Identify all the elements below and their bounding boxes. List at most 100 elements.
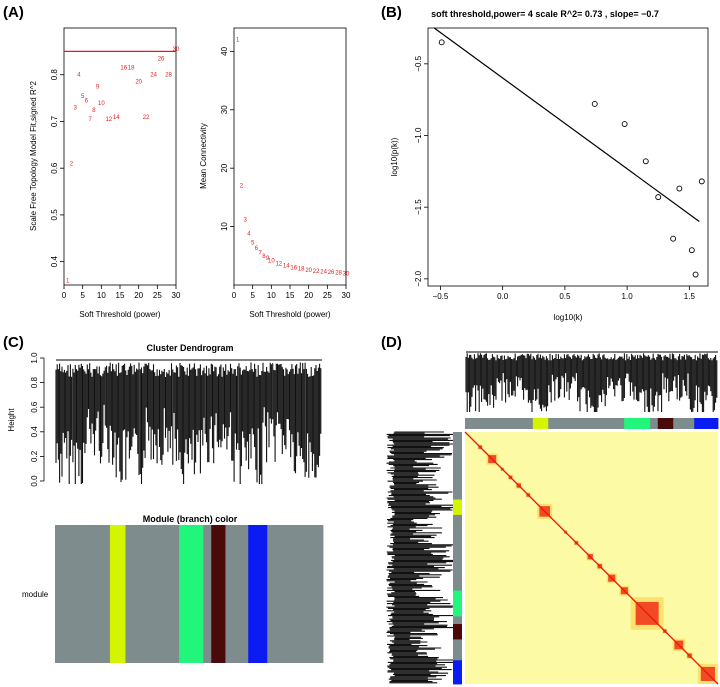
point-label: 5 [251,240,255,246]
point-label: 10 [98,101,105,107]
module-color-segment [203,525,212,663]
x-tick-label: 20 [134,291,143,300]
x-tick-label: 10 [97,291,106,300]
x-tick-label: 25 [323,291,332,300]
color-bar-title-c: Module (branch) color [143,514,238,524]
point-label: 10 [268,258,275,264]
point-label: 16 [120,66,127,72]
ylabel-a-left: Scale Free Topology Model Fit,signed R^2 [29,80,38,230]
point-label: 14 [113,115,120,121]
y-tick-label: 0.6 [50,162,59,174]
point-label: 24 [150,73,157,79]
y-tick-label: 40 [220,46,229,55]
point-label: 26 [328,270,335,276]
points-b [438,39,705,278]
data-point [670,235,677,242]
data-point [688,247,695,254]
y-tick-label: 1.0 [30,352,39,364]
x-tick-label: 15 [116,291,125,300]
x-tick-label: 1.5 [684,292,696,301]
y-tick-label: −0.5 [414,55,423,71]
axis-ticks-a-left: 0 5 10 15 20 25 300.40.50.60.70.8 [50,69,181,300]
axis-ticks-c: 0.0 0.2 0.4 0.6 0.8 1.0 [30,352,44,487]
y-tick-label: 0.4 [50,256,59,268]
top-module-bar [465,418,719,429]
point-label: 12 [105,117,112,123]
point-label: 20 [135,80,142,86]
point-label: 4 [247,232,251,238]
top-module-segment [532,418,549,429]
x-tick-label: 25 [153,291,162,300]
y-tick-label: 0.7 [50,115,59,127]
top-module-segment [657,418,674,429]
point-label: 2 [240,184,244,190]
point-label: 8 [92,108,96,114]
panel-label-b: (B) [381,4,402,21]
data-point [676,185,683,192]
point-label: 18 [298,267,305,273]
y-tick-label: −2.0 [414,270,423,286]
point-label: 30 [343,271,350,277]
xlabel-b: log10(k) [554,313,583,322]
y-tick-label: 10 [220,222,229,231]
x-tick-label: 0.0 [497,292,509,301]
top-module-segment [465,418,534,429]
y-tick-label: −1.5 [414,199,423,215]
left-module-segment [453,432,462,500]
point-label: 16 [290,265,297,271]
data-point [698,178,705,185]
top-module-segment [694,418,719,429]
x-tick-label: 0 [62,291,67,300]
point-label: 4 [77,73,81,79]
dendro-d-top-leaves [465,353,718,412]
point-label: 5 [81,94,85,100]
ylabel-b: log10(p(k)) [390,137,399,176]
fit-line-b [433,27,700,222]
dendro-d-left-leaves [386,431,455,684]
module-color-segment [211,525,226,663]
point-label: 20 [305,268,312,274]
y-tick-label: 30 [220,105,229,114]
panel-label-d: (D) [381,334,402,351]
plot-frame-b [427,27,709,287]
point-label: 30 [173,47,180,53]
heatmap-diagonal [464,431,719,685]
panel-b: soft threshold,power= 4 scale R^2= 0.73 … [390,9,709,322]
top-dendrogram-d [465,351,718,412]
point-label: 9 [96,84,100,90]
point-label: 6 [85,98,89,104]
data-point [591,101,598,107]
x-tick-label: 10 [267,291,276,300]
xlabel-a-right: Soft Threshold (power) [249,310,331,319]
y-tick-label: 0.6 [30,401,39,413]
left-module-segment [453,616,462,625]
point-label: 28 [335,271,342,277]
y-tick-label: 0.0 [30,475,39,487]
color-bar-label-c: module [22,590,49,599]
point-label: 1 [66,278,70,284]
point-label: 1 [236,38,240,44]
point-label: 28 [165,73,172,79]
point-label: 26 [158,56,165,62]
title-b: soft threshold,power= 4 scale R^2= 0.73 … [431,9,659,19]
module-color-bar [55,525,324,663]
panel-c: Cluster Dendrogram 0.0 0.2 0.4 0.6 0.8 1.0 He… [7,343,324,663]
x-tick-label: 5 [80,291,85,300]
y-tick-label: 0.5 [50,209,59,221]
panel-a-left: 0 5 10 15 20 25 300.40.50.60.70.8 123456789101… [29,27,181,319]
point-label: 2 [70,162,74,168]
ylabel-a-right: Mean Connectivity [199,123,208,189]
x-tick-label: 30 [172,291,181,300]
point-label: 12 [275,261,282,267]
module-color-segment [55,525,111,663]
panel-d [386,351,719,685]
data-point [621,121,628,127]
left-module-segment [453,514,462,591]
left-module-segment [453,624,462,640]
point-label: 6 [255,246,259,252]
x-tick-label: 1.0 [622,292,634,301]
top-module-segment [548,418,625,429]
left-module-segment [453,499,462,516]
